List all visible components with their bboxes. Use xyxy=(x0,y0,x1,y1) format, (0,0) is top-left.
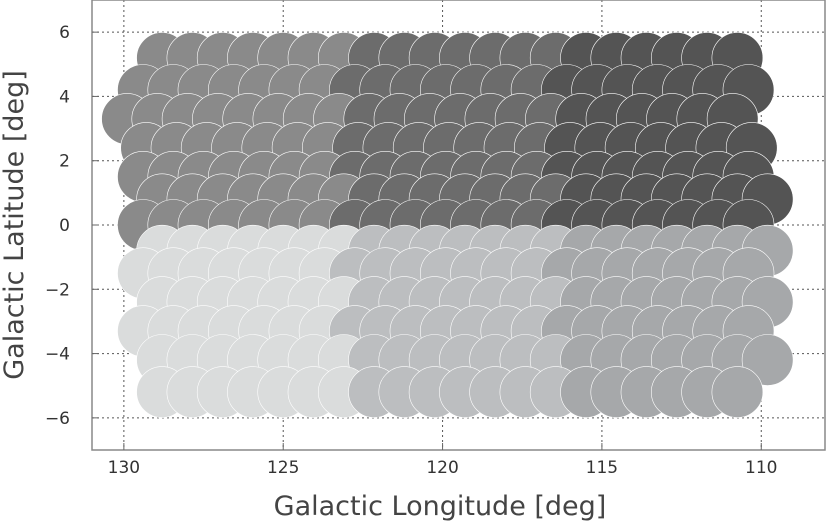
x-tick-label: 115 xyxy=(586,458,618,478)
y-tick-label: −4 xyxy=(45,345,70,365)
x-tick-label: 125 xyxy=(267,458,299,478)
x-tick-label: 120 xyxy=(426,458,458,478)
pointing-marker xyxy=(711,366,764,418)
y-axis-title: Galactic Latitude [deg] xyxy=(0,70,30,380)
tick-labels: 130 125 120 115 110 6 4 2 0 −2 −4 −6 xyxy=(45,23,778,478)
y-tick-label: 4 xyxy=(59,87,70,107)
x-axis-title: Galactic Longitude [deg] xyxy=(274,491,607,522)
y-tick-label: 6 xyxy=(59,23,70,43)
y-tick-label: 0 xyxy=(59,216,70,236)
x-tick-label: 130 xyxy=(108,458,140,478)
axis-ticks xyxy=(92,31,762,450)
pointing-markers xyxy=(101,32,794,418)
y-tick-label: −6 xyxy=(45,409,70,429)
y-tick-label: 2 xyxy=(59,152,70,172)
y-tick-label: −2 xyxy=(45,280,70,300)
x-tick-label: 110 xyxy=(745,458,777,478)
pointing-marker xyxy=(741,334,794,386)
